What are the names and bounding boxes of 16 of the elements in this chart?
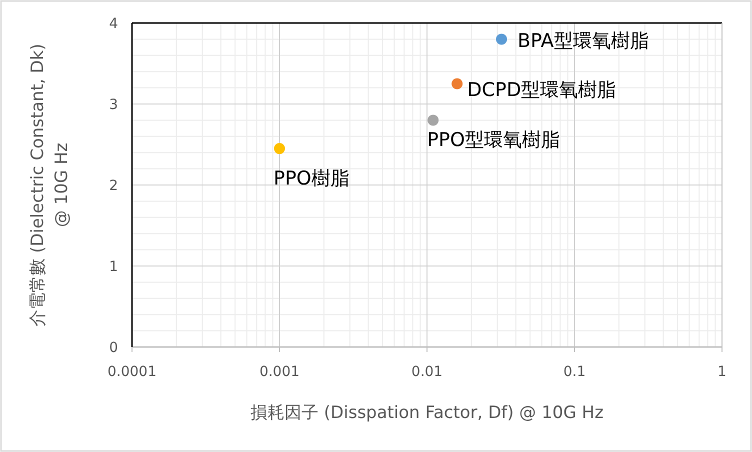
y-tick-label: 1	[109, 259, 118, 275]
series-label: PPO樹脂	[274, 168, 350, 190]
x-tick-label: 1	[718, 364, 726, 380]
series-label: PPO型環氧樹脂	[427, 129, 560, 152]
x-tick-label: 0.0001	[108, 364, 156, 380]
y-tick-label: 4	[109, 16, 118, 32]
x-tick-label: 0.1	[563, 364, 586, 380]
x-axis-title: 損耗因子 (Disspation Factor, Df) @ 10G Hz	[250, 403, 604, 423]
x-tick-label: 0.001	[259, 364, 300, 380]
series-label: BPA型環氧樹脂	[518, 30, 649, 52]
x-tick-label: 0.01	[411, 364, 443, 380]
y-tick-label: 3	[109, 97, 118, 113]
y-tick-label: 0	[109, 340, 118, 356]
y-tick-label: 2	[109, 178, 118, 194]
y-axis-title: 介電常數 (Dielectric Constant, Dk) @ 10G Hz	[28, 44, 72, 326]
series-label: DCPD型環氧樹脂	[467, 78, 616, 101]
